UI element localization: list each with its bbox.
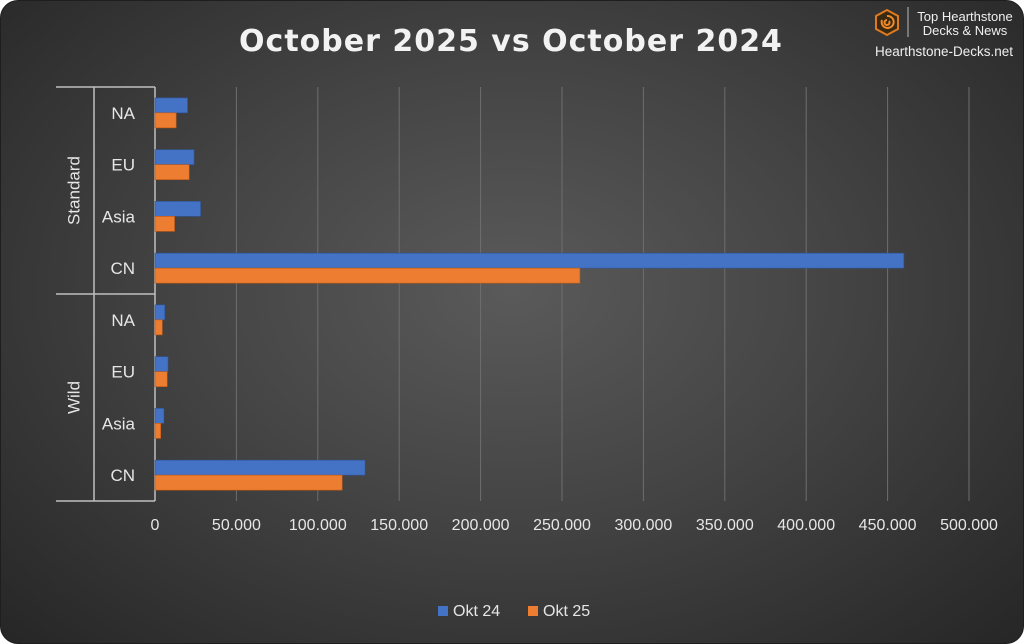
bar-okt-25 — [154, 164, 190, 180]
x-tick-label: 400.000 — [777, 517, 835, 534]
x-tick-label: 100.000 — [289, 517, 347, 534]
x-tick-label: 150.000 — [370, 517, 428, 534]
category-label: CN — [110, 466, 135, 485]
brand-line-1: Top Hearthstone — [917, 9, 1012, 24]
brand-site: Hearthstone-Decks.net — [875, 44, 1013, 59]
x-tick-label: 250.000 — [533, 517, 591, 534]
bar-okt-25 — [154, 423, 161, 439]
x-tick-label: 50.000 — [212, 517, 261, 534]
brand-line-2: Decks & News — [923, 23, 1008, 38]
x-tick-label: 200.000 — [452, 517, 510, 534]
bar-okt-24 — [154, 459, 366, 476]
category-label: EU — [111, 156, 135, 175]
bars — [154, 97, 905, 491]
bar-okt-25 — [154, 267, 581, 284]
x-tick-label: 0 — [151, 517, 160, 534]
x-axis-ticks: 0 50.000 100.000 150.000 200.000 250.000 300.0… — [151, 517, 998, 534]
legend-label: Okt 25 — [543, 603, 590, 620]
bar-okt-25 — [154, 112, 177, 129]
group-label: Standard — [64, 156, 83, 225]
bar-okt-25 — [154, 216, 175, 232]
bar-okt-25 — [154, 371, 168, 387]
hearthstone-logo-icon — [875, 8, 899, 37]
bar-okt-24 — [154, 252, 905, 269]
x-tick-label: 350.000 — [696, 517, 754, 534]
category-axis: Standard Wild NA EU Asia CN NA EU Asia CN — [56, 86, 156, 502]
chart-title: October 2025 vs October 2024 — [239, 24, 783, 59]
group-label: Wild — [64, 381, 83, 414]
category-label: EU — [111, 363, 135, 382]
category-label: CN — [110, 259, 135, 278]
bar-okt-24 — [154, 304, 166, 321]
legend-label: Okt 24 — [453, 603, 500, 620]
x-tick-label: 450.000 — [859, 517, 917, 534]
legend: Okt 24 Okt 25 — [438, 603, 590, 620]
category-label: NA — [111, 104, 135, 123]
bar-okt-24 — [154, 408, 165, 424]
x-tick-label: 500.000 — [940, 517, 998, 534]
gridlines — [235, 87, 970, 501]
category-label: NA — [111, 311, 135, 330]
x-tick-label: 300.000 — [614, 517, 672, 534]
category-label: Asia — [102, 414, 136, 433]
bar-okt-24 — [154, 201, 201, 217]
brand-block: Top Hearthstone Decks & News Hearthstone… — [875, 7, 1013, 59]
legend-swatch — [528, 606, 538, 616]
bar-okt-25 — [154, 474, 343, 491]
legend-swatch — [438, 606, 448, 616]
bar-okt-24 — [154, 356, 169, 372]
bar-okt-24 — [154, 97, 188, 114]
bar-okt-24 — [154, 149, 195, 165]
bar-okt-25 — [154, 319, 163, 336]
category-label: Asia — [102, 207, 136, 226]
